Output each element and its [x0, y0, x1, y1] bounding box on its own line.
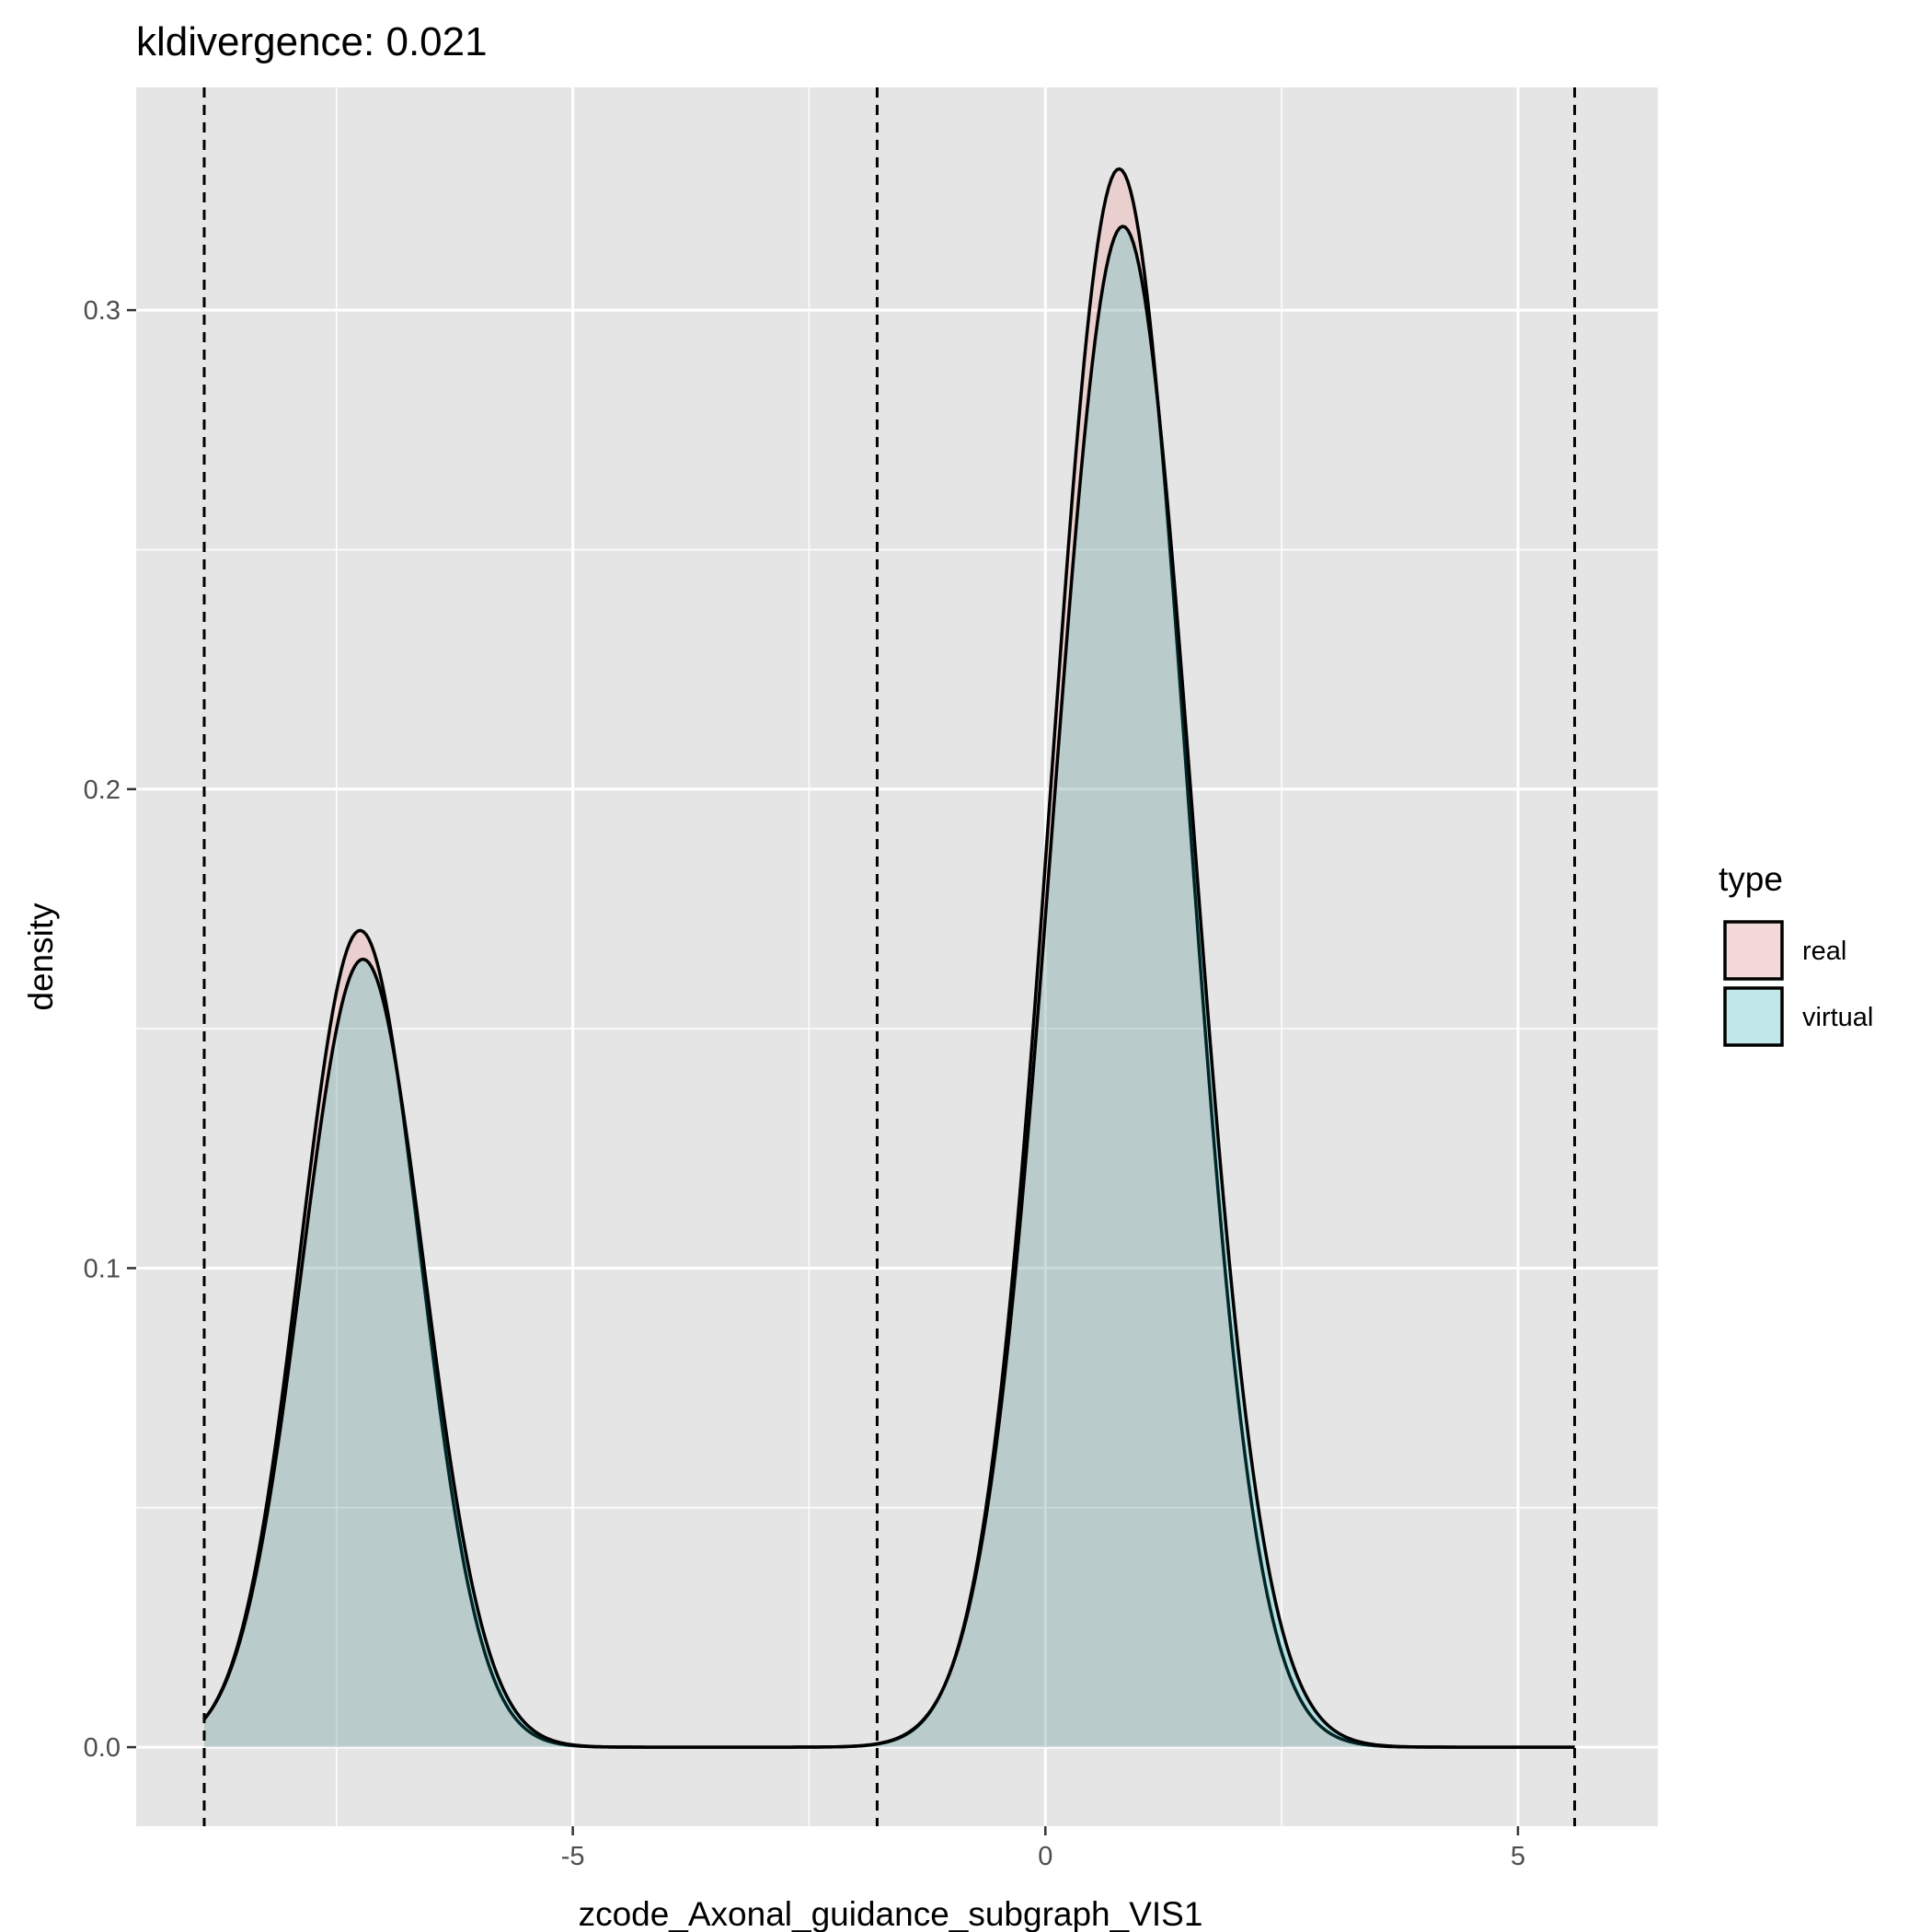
density-area-virtual [203, 226, 1575, 1748]
major-gridlines [136, 87, 1658, 1826]
legend-key-real [1723, 920, 1784, 981]
dashed-reference-lines [202, 87, 1577, 1826]
legend-label-real: real [1802, 937, 1846, 966]
x-axis-title: zcode_Axonal_guidance_subgraph_VIS1 [579, 1895, 1203, 1932]
legend-title: type [1719, 860, 1783, 898]
x-tick-label: 5 [1511, 1842, 1525, 1871]
legend-key-virtual [1723, 986, 1784, 1047]
legend: type real virtual [1719, 860, 1873, 1047]
y-axis: 0.0 0.1 0.2 0.3 [84, 296, 136, 1763]
density-line-virtual [202, 224, 1575, 1749]
chart-title: kldivergence: 0.021 [136, 19, 488, 64]
y-axis-title: density [22, 903, 60, 1011]
y-tick-label: 0.3 [84, 296, 121, 326]
x-tick-label: -5 [561, 1842, 585, 1871]
x-axis: -5 0 5 [561, 1826, 1525, 1871]
x-tick-label: 0 [1038, 1842, 1052, 1871]
y-tick-label: 0.0 [84, 1733, 121, 1763]
legend-key-bg-real [1723, 920, 1784, 981]
legend-key-bg-virtual [1723, 986, 1784, 1047]
plot-panel [136, 87, 1658, 1826]
y-tick-label: 0.1 [84, 1254, 121, 1283]
y-tick-label: 0.2 [84, 776, 121, 805]
legend-label-virtual: virtual [1802, 1003, 1873, 1032]
density-areas [202, 167, 1575, 1749]
